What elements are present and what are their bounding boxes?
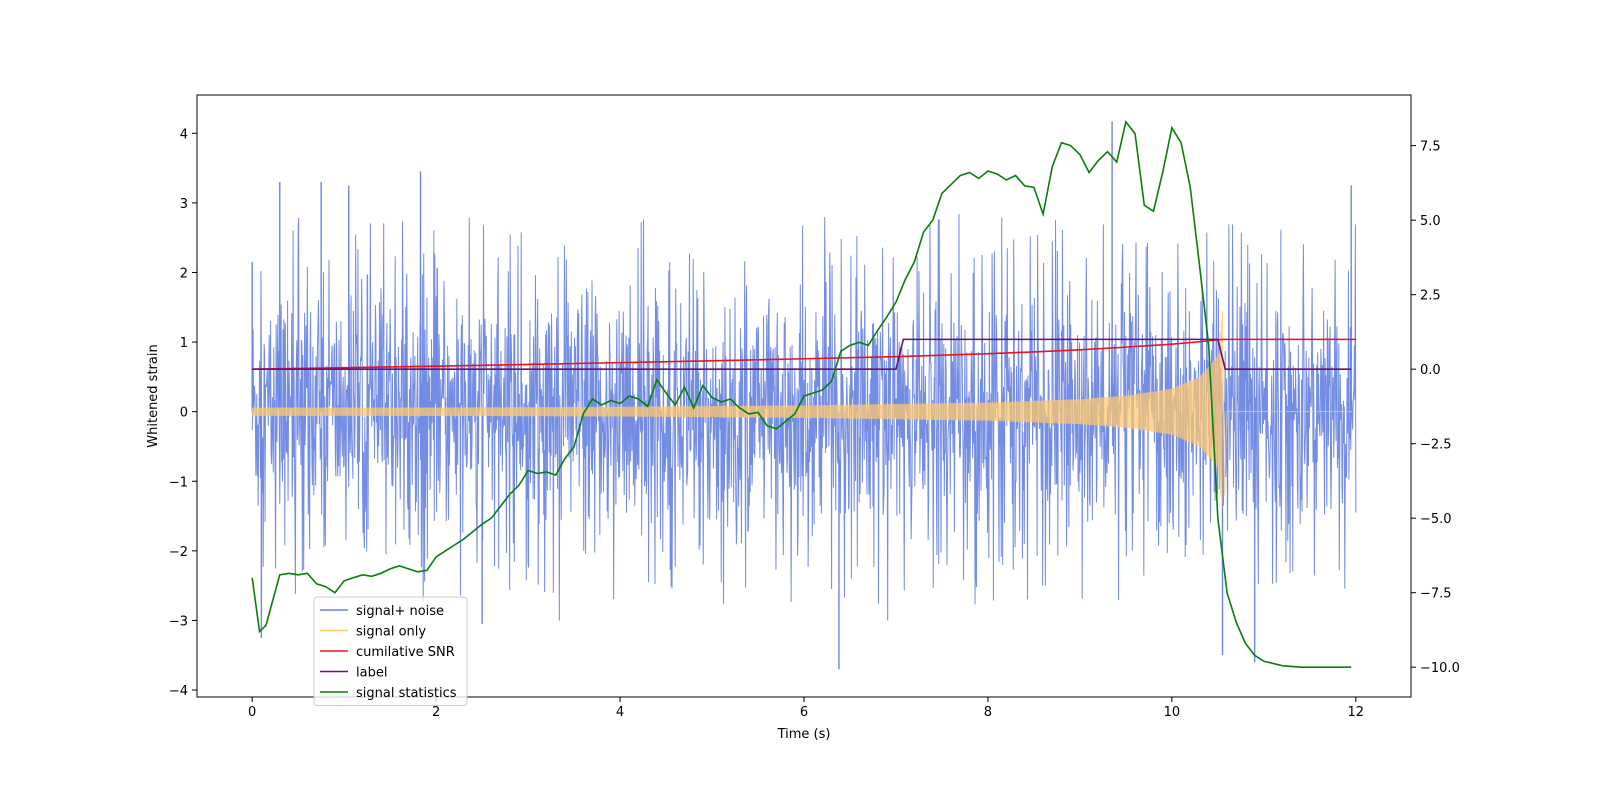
- x-tick-label: 2: [432, 705, 440, 720]
- legend-label: label: [356, 666, 387, 681]
- y-axis-right: −10.0 −7.5 −5.0 −2.5 0.0 2.5 5.0 7.5: [1411, 140, 1460, 676]
- y2-tick-label: 5.0: [1420, 214, 1441, 229]
- legend: signal+ noise signal only cumilative SNR la…: [313, 596, 468, 706]
- series-cumilative-snr: [252, 338, 1356, 370]
- x-axis-label: Time (s): [777, 727, 831, 742]
- y-tick-label: 1: [180, 336, 188, 351]
- y2-tick-label: −5.0: [1420, 512, 1452, 527]
- y-tick-label: −4: [169, 684, 188, 699]
- x-tick-label: 0: [248, 705, 256, 720]
- y2-tick-label: −2.5: [1420, 438, 1452, 453]
- x-tick-label: 8: [984, 705, 992, 720]
- y2-tick-label: 2.5: [1420, 289, 1441, 304]
- y2-tick-label: 0.0: [1420, 363, 1441, 378]
- y-axis-label: Whitened strain: [146, 344, 161, 447]
- y-axis-left: −4 −3 −2 −1 0 1 2 3 4: [169, 127, 197, 699]
- legend-label: signal+ noise: [356, 604, 444, 619]
- y-tick-label: 3: [180, 197, 188, 212]
- y2-tick-label: −7.5: [1420, 587, 1452, 602]
- y2-tick-label: −10.0: [1420, 661, 1460, 676]
- y2-tick-label: 7.5: [1420, 140, 1441, 155]
- y-tick-label: −1: [169, 475, 188, 490]
- legend-label: cumilative SNR: [356, 645, 455, 660]
- x-tick-label: 4: [616, 705, 624, 720]
- y-tick-label: −2: [169, 545, 188, 560]
- x-tick-label: 10: [1164, 705, 1181, 720]
- y-tick-label: 4: [180, 127, 188, 142]
- legend-label: signal only: [356, 625, 426, 640]
- legend-box: [313, 596, 468, 706]
- x-tick-label: 12: [1348, 705, 1365, 720]
- legend-label: signal statistics: [356, 686, 457, 701]
- series-label: [252, 338, 1352, 370]
- series-signal-noise-peaks: [251, 121, 1352, 670]
- series-signal-only: [251, 310, 1356, 508]
- x-tick-label: 6: [800, 705, 808, 720]
- plot-area: [251, 119, 1357, 670]
- y-tick-label: −3: [169, 614, 188, 629]
- y-tick-label: 0: [180, 406, 188, 421]
- y-tick-label: 2: [180, 266, 188, 281]
- series-signal-statistics: [251, 119, 1352, 668]
